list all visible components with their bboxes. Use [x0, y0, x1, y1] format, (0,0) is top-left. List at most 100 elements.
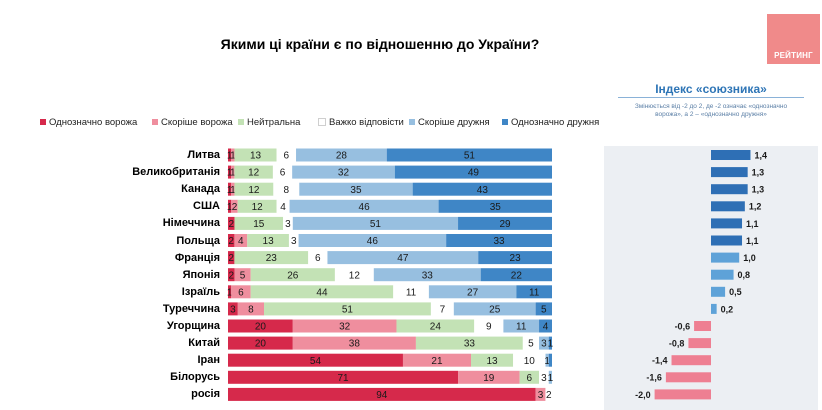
data-label: 28	[336, 151, 348, 162]
data-label: 3	[291, 236, 297, 247]
legend-label: Скоріше дружня	[418, 117, 490, 128]
bar-segment	[288, 234, 299, 247]
data-label: 6	[315, 253, 321, 264]
country-label: США	[193, 200, 220, 213]
bar-segment	[516, 285, 552, 299]
bar-segment	[292, 165, 395, 179]
data-label: 51	[464, 151, 476, 162]
data-label: 11	[516, 322, 527, 333]
bar-segment	[231, 182, 235, 196]
country-label: Ізраїль	[181, 285, 220, 298]
data-label: 35	[350, 185, 362, 196]
bar-segment	[478, 251, 552, 265]
country-label: Китай	[188, 337, 220, 350]
bar-segment	[228, 285, 232, 299]
legend-swatch	[318, 118, 326, 127]
bar-segment	[402, 353, 471, 367]
country-label: Польща	[176, 234, 220, 247]
index-label: 1,2	[749, 202, 762, 212]
data-label: 3	[541, 339, 547, 350]
data-label: 4	[280, 202, 286, 213]
country-label: Франція	[174, 251, 220, 264]
data-label: 20	[255, 339, 267, 350]
data-label: 24	[430, 322, 442, 333]
data-label: 27	[467, 287, 479, 298]
index-bar	[711, 218, 743, 229]
legend-swatch	[152, 119, 158, 126]
index-label: -2,0	[635, 390, 651, 400]
bar-segment	[396, 319, 475, 333]
data-label: 5	[541, 305, 547, 316]
index-bar	[711, 184, 748, 195]
index-bar	[711, 303, 717, 314]
bar-segment	[458, 216, 552, 230]
data-label: 3	[541, 373, 547, 384]
country-label: Німеччина	[162, 217, 220, 230]
data-label: 21	[431, 356, 443, 367]
data-label: 20	[255, 322, 267, 333]
bar-segment	[292, 336, 416, 350]
bar-segment	[453, 302, 536, 316]
data-label: 47	[397, 253, 409, 264]
data-label: 19	[483, 373, 495, 384]
index-bar	[711, 252, 740, 263]
data-label: 26	[287, 270, 299, 281]
data-label: 49	[468, 168, 480, 179]
bar-segment	[228, 387, 536, 401]
data-label: 71	[337, 373, 349, 384]
bar-segment	[292, 216, 459, 230]
data-label: 54	[310, 356, 322, 367]
legend: Однозначно ворожа Скоріше ворожа Нейтральн…	[40, 117, 600, 131]
bar-segment	[234, 182, 274, 196]
data-label: 23	[510, 253, 522, 264]
index-bar	[671, 355, 711, 366]
data-label: 46	[367, 236, 379, 247]
legend-item: Нейтральна	[238, 117, 300, 128]
bar-segment	[234, 251, 309, 265]
data-label: 38	[349, 339, 361, 350]
bar-segment	[438, 199, 552, 213]
index-bar	[711, 235, 743, 246]
legend-item: Однозначно дружня	[502, 117, 599, 128]
bar-segment	[334, 268, 374, 282]
bar-segment	[228, 199, 232, 213]
data-label: 2	[232, 202, 238, 213]
bar-segment	[234, 234, 248, 247]
bar-segment	[276, 199, 290, 213]
data-label: 11	[406, 287, 417, 298]
data-label: 51	[370, 219, 382, 230]
data-label: 1	[227, 185, 233, 196]
data-label: 12	[248, 168, 260, 179]
data-label: 22	[511, 270, 523, 281]
bar-segment	[276, 148, 297, 162]
bar-segment	[458, 370, 520, 384]
data-label: 8	[284, 185, 290, 196]
bar-segment	[299, 182, 413, 196]
data-label: 51	[342, 305, 354, 316]
bar-segment	[231, 285, 251, 299]
data-label: 6	[238, 287, 244, 298]
data-label: 1	[548, 339, 554, 350]
country-label: росія	[191, 388, 220, 401]
data-label: 12	[248, 185, 260, 196]
index-label: -1,6	[646, 373, 662, 383]
bar-segment	[545, 353, 549, 367]
index-label: 1,3	[752, 168, 765, 178]
data-label: 1	[544, 356, 550, 367]
index-bar	[654, 389, 711, 400]
bar-segment	[415, 336, 523, 350]
bar-segment	[228, 182, 232, 196]
index-label: 0,8	[738, 270, 751, 280]
data-label: 33	[494, 236, 506, 247]
country-label: Туреччина	[162, 302, 220, 315]
data-label: 2	[228, 236, 234, 247]
data-label: 1	[230, 168, 236, 179]
data-label: 2	[546, 390, 552, 401]
index-bar	[711, 167, 748, 178]
data-label: 6	[284, 151, 290, 162]
index-label: -0,6	[675, 321, 691, 331]
legend-label: Нейтральна	[247, 117, 301, 128]
country-label: Японія	[182, 268, 220, 281]
index-title-underline	[618, 97, 804, 98]
bar-segment	[228, 319, 293, 333]
